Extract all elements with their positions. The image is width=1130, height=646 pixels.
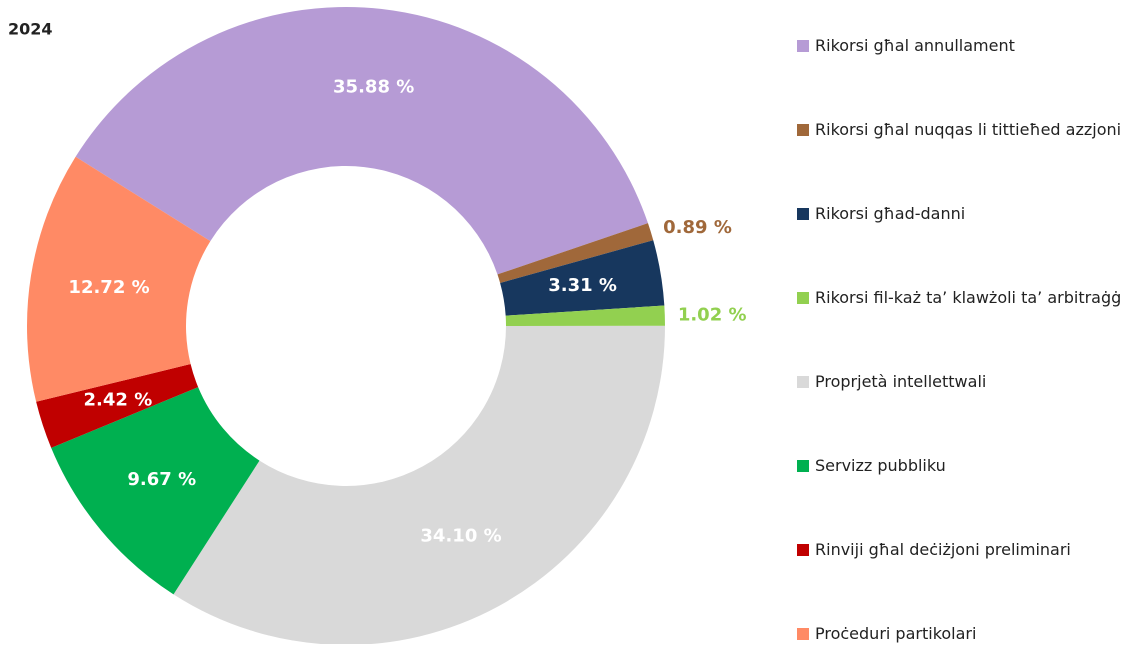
legend-item: Rikorsi fil-każ ta’ klawżoli ta’ arbitra…	[797, 285, 1127, 310]
legend-label: Rikorsi għal nuqqas li tittieħed azzjoni	[815, 120, 1122, 139]
legend-label: Rikorsi għal annullament	[815, 36, 1015, 55]
slice	[505, 305, 665, 326]
slice	[75, 7, 648, 275]
legend-item: Rikorsi għad-danni	[797, 201, 1127, 226]
data-label: 2.42 %	[84, 390, 153, 411]
legend-label: Rikorsi fil-każ ta’ klawżoli ta’ arbitra…	[815, 288, 1122, 307]
legend-item: Proċeduri partikolari	[797, 621, 1127, 646]
legend-swatch	[797, 544, 809, 556]
legend-swatch	[797, 628, 809, 640]
slice	[36, 364, 199, 448]
legend-item: Servizz pubbliku	[797, 453, 1127, 478]
slice	[26, 156, 211, 402]
legend-label: Rinviji għal deċiżjoni preliminari	[815, 540, 1071, 559]
slice	[497, 223, 654, 283]
legend-swatch	[797, 124, 809, 136]
legend-item: Rikorsi għal nuqqas li tittieħed azzjoni	[797, 117, 1127, 142]
legend-label: Proprjetà intellettwali	[815, 372, 987, 391]
legend-item: Proprjetà intellettwali	[797, 369, 1127, 394]
legend-item: Rikorsi għal annullament	[797, 33, 1127, 58]
legend-swatch	[797, 208, 809, 220]
data-label: 3.31 %	[548, 275, 617, 296]
data-label: 1.02 %	[678, 304, 747, 325]
legend-label: Rikorsi għad-danni	[815, 204, 966, 223]
data-label: 12.72 %	[68, 277, 149, 298]
chart: 2024 35.88 % 0.89 % 3.31 % 1.02 % 34.10 % 9.6…	[8, 7, 747, 644]
legend-label: Servizz pubbliku	[815, 456, 946, 475]
data-label: 9.67 %	[127, 469, 196, 490]
legend-swatch	[797, 40, 809, 52]
data-label: 34.10 %	[420, 526, 501, 547]
chart-title: 2024	[8, 20, 53, 39]
legend-swatch	[797, 460, 809, 472]
slice	[173, 325, 665, 644]
legend-swatch	[797, 292, 809, 304]
legend-item: Rinviji għal deċiżjoni preliminari	[797, 537, 1127, 562]
slice	[51, 387, 260, 595]
legend-swatch	[797, 376, 809, 388]
data-label: 35.88 %	[333, 77, 414, 98]
slice	[500, 240, 665, 316]
legend-label: Proċeduri partikolari	[815, 624, 977, 643]
data-label: 0.89 %	[663, 217, 732, 238]
